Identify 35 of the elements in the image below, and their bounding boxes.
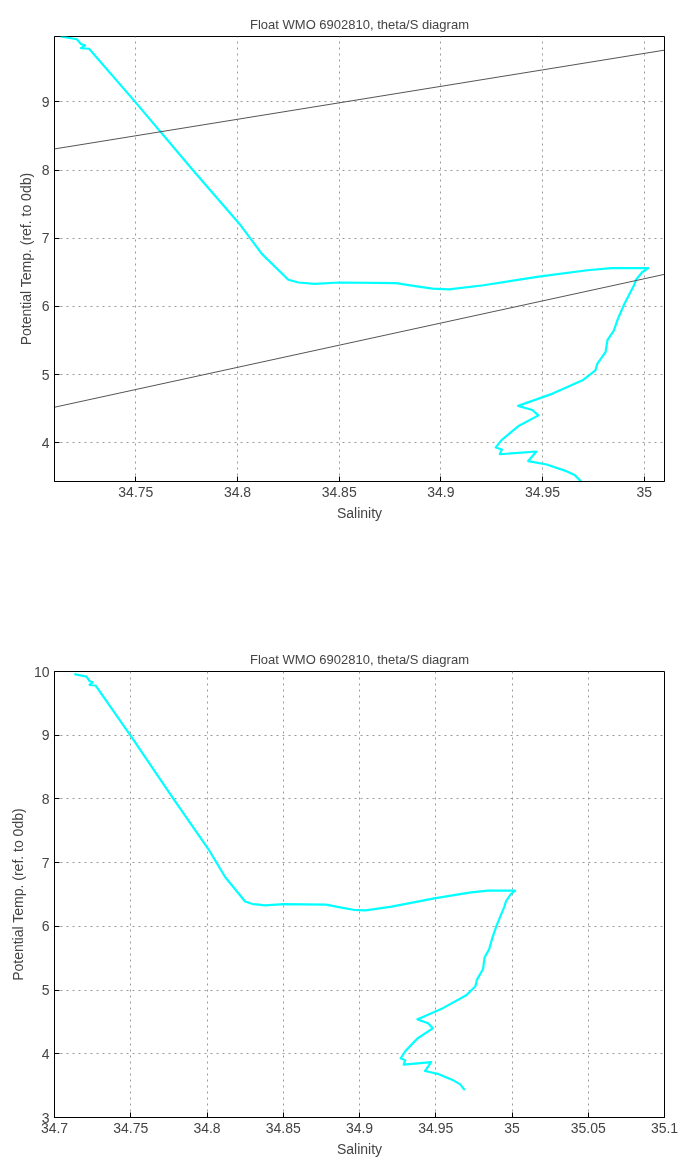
x-tick-label: 34.95 <box>418 1119 454 1136</box>
chart-title: Float WMO 6902810, theta/S diagram <box>250 16 469 32</box>
chart-title: Float WMO 6902810, theta/S diagram <box>250 651 469 667</box>
x-tick-label: 35.05 <box>570 1119 606 1136</box>
x-tick-label: 34.95 <box>524 483 561 500</box>
y-tick-label: 9 <box>41 727 50 744</box>
y-tick-label: 8 <box>41 790 50 807</box>
y-tick-label: 5 <box>41 366 50 383</box>
x-tick-label: 34.75 <box>118 483 154 500</box>
y-tick-label: 9 <box>41 93 50 110</box>
x-tick-label: 34.85 <box>265 1119 301 1136</box>
y-tick-label: 4 <box>41 434 50 451</box>
x-tick-label: 34.9 <box>345 1119 374 1136</box>
x-tick-label: 34.85 <box>321 483 357 500</box>
x-tick-label: 35 <box>636 483 653 500</box>
y-tick-label: 10 <box>33 663 50 680</box>
x-tick-label: 35 <box>504 1119 520 1136</box>
y-tick-label: 7 <box>41 854 50 871</box>
y-tick-label: 7 <box>41 230 50 247</box>
x-tick-label: 34.9 <box>427 483 455 500</box>
x-tick-label: 34.8 <box>223 483 252 500</box>
x-tick-label: 34.8 <box>193 1119 221 1136</box>
y-axis-title: Potential Temp. (ref. to 0db) <box>9 808 26 981</box>
y-tick-label: 5 <box>41 982 50 999</box>
x-axis-title: Salinity <box>336 1140 383 1157</box>
x-tick-label: 34.75 <box>113 1119 149 1136</box>
x-axis-title: Salinity <box>336 504 383 521</box>
y-tick-label: 6 <box>41 298 50 315</box>
y-axis-title: Potential Temp. (ref. to 0db) <box>17 172 34 346</box>
y-tick-label: 6 <box>41 918 50 935</box>
line-series <box>59 36 650 482</box>
y-tick-label: 8 <box>41 162 50 179</box>
x-tick-label: 35.1 <box>650 1119 679 1136</box>
y-tick-label: 4 <box>41 1045 50 1062</box>
line-series <box>73 672 517 1092</box>
